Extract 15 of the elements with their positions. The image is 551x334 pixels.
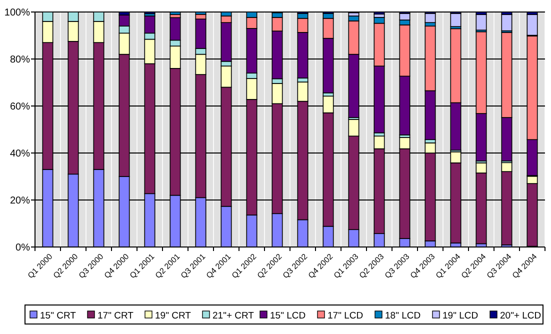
y-tick-label: 20% xyxy=(10,196,30,206)
y-tick-label: 40% xyxy=(10,148,30,160)
y-tick-label: 80% xyxy=(10,54,30,66)
legend-label: 17" LCD xyxy=(328,310,364,322)
legend-label: 20"+ LCD xyxy=(500,310,542,322)
legend-label: 21"+ CRT xyxy=(212,310,254,322)
legend-label: 15" LCD xyxy=(270,310,306,322)
legend-label: 15" CRT xyxy=(40,310,76,322)
legend-label: 19" LCD xyxy=(442,310,478,322)
legend-label: 17" CRT xyxy=(98,310,134,322)
legend-label: 19" CRT xyxy=(155,310,192,322)
y-tick-label: 0% xyxy=(16,242,30,254)
legend-label: 18" LCD xyxy=(385,310,421,322)
y-tick-label: 60% xyxy=(10,102,30,112)
y-tick-label: 100% xyxy=(4,8,30,18)
